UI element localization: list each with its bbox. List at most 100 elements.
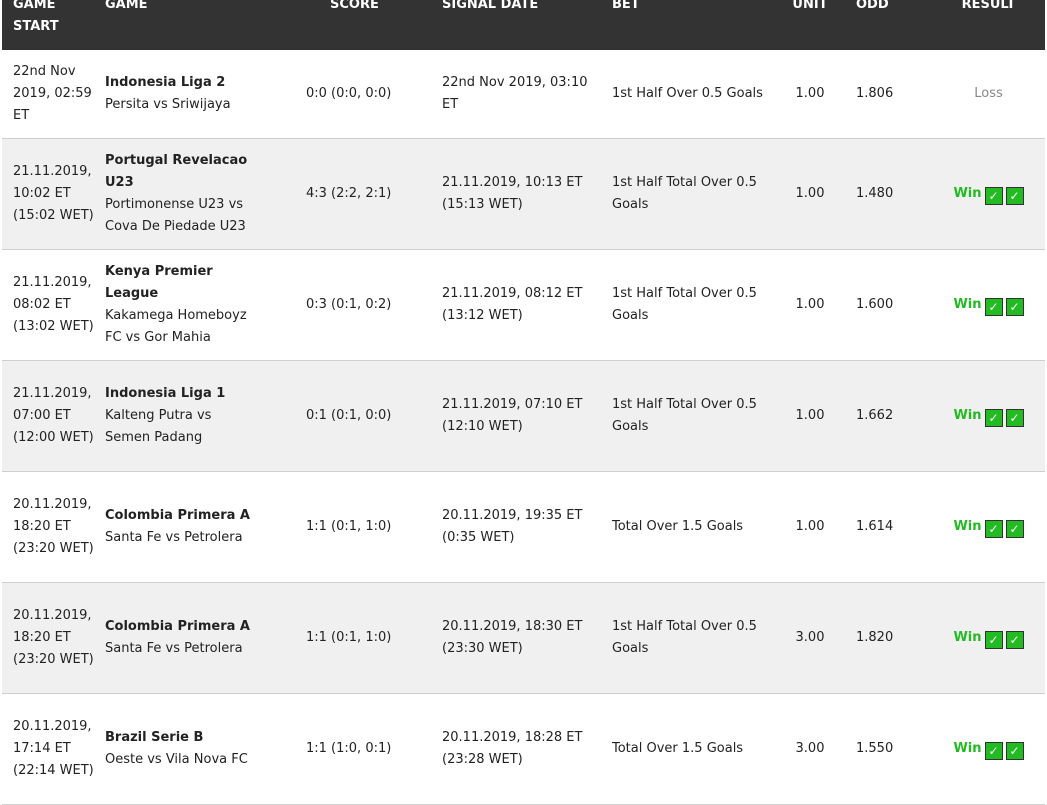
table-row: 20.11.2019, 17:14 ET (22:14 WET) Brazil … [2, 693, 1045, 805]
result-cell: Win ✓ ✓ [932, 249, 1045, 361]
unit: 1.00 [772, 471, 848, 583]
result-label: Win [953, 186, 982, 201]
check-icon: ✓ [1005, 298, 1024, 316]
league-name: Colombia Primera A [105, 619, 250, 634]
check-icon: ✓ [984, 520, 1003, 538]
result-label: Win [953, 408, 982, 423]
header-result[interactable]: RESULT [932, 0, 1045, 50]
unit: 1.00 [772, 50, 848, 139]
match-name: Kalteng Putra vs Semen Padang [105, 408, 212, 445]
match-name: Santa Fe vs Petrolera [105, 641, 243, 656]
bet: 1st Half Total Over 0.5 Goals [604, 138, 772, 250]
check-icon: ✓ [1005, 742, 1024, 760]
table-row: 21.11.2019, 07:00 ET (12:00 WET) Indones… [2, 360, 1045, 472]
game-start: 21.11.2019, 08:02 ET (13:02 WET) [2, 249, 97, 361]
score: 1:1 (1:0, 0:1) [297, 693, 434, 805]
league-name: Kenya Premier League [105, 264, 213, 301]
signal-date: 20.11.2019, 19:35 ET (0:35 WET) [434, 471, 604, 583]
header-signal-date[interactable]: SIGNAL DATE [434, 0, 604, 50]
game-start: 22nd Nov 2019, 02:59 ET [2, 50, 97, 139]
game-start: 21.11.2019, 10:02 ET (15:02 WET) [2, 138, 97, 250]
unit: 1.00 [772, 360, 848, 472]
result-label: Win [953, 630, 982, 645]
table-row: 21.11.2019, 10:02 ET (15:02 WET) Portuga… [2, 138, 1045, 250]
game-cell: Portugal Revelacao U23 Portimonense U23 v… [97, 138, 297, 250]
league-name: Portugal Revelacao U23 [105, 153, 248, 190]
bet: Total Over 1.5 Goals [604, 471, 772, 583]
odd: 1.806 [848, 50, 932, 139]
game-cell: Kenya Premier League Kakamega Homeboyz FC… [97, 249, 297, 361]
match-name: Santa Fe vs Petrolera [105, 530, 243, 545]
check-icon: ✓ [1005, 631, 1024, 649]
table-row: 20.11.2019, 18:20 ET (23:20 WET) Colombi… [2, 582, 1045, 694]
bet: 1st Half Total Over 0.5 Goals [604, 249, 772, 361]
bet: 1st Half Over 0.5 Goals [604, 50, 772, 139]
result-cell: Win ✓ ✓ [932, 360, 1045, 472]
result-label: Win [953, 519, 982, 534]
signal-date: 21.11.2019, 07:10 ET (12:10 WET) [434, 360, 604, 472]
odd: 1.600 [848, 249, 932, 361]
signal-date: 21.11.2019, 10:13 ET (15:13 WET) [434, 138, 604, 250]
bet: 1st Half Total Over 0.5 Goals [604, 360, 772, 472]
bet: Total Over 1.5 Goals [604, 693, 772, 805]
unit: 1.00 [772, 138, 848, 250]
header-game-start[interactable]: GAME START [2, 0, 97, 50]
check-icon: ✓ [984, 298, 1003, 316]
game-start: 20.11.2019, 18:20 ET (23:20 WET) [2, 582, 97, 694]
result-cell: Win ✓ ✓ [932, 693, 1045, 805]
header-bet[interactable]: BET [604, 0, 772, 50]
check-icon: ✓ [1005, 520, 1024, 538]
league-name: Indonesia Liga 2 [105, 75, 226, 90]
match-name: Portimonense U23 vs Cova De Piedade U23 [105, 197, 246, 234]
match-name: Kakamega Homeboyz FC vs Gor Mahia [105, 308, 247, 345]
odd: 1.550 [848, 693, 932, 805]
signal-date: 20.11.2019, 18:30 ET (23:30 WET) [434, 582, 604, 694]
game-cell: Colombia Primera A Santa Fe vs Petrolera [97, 582, 297, 694]
unit: 3.00 [772, 693, 848, 805]
signal-date: 20.11.2019, 18:28 ET (23:28 WET) [434, 693, 604, 805]
header-unit[interactable]: UNIT [772, 0, 848, 50]
unit: 3.00 [772, 582, 848, 694]
result-label: Win [953, 297, 982, 312]
game-cell: Indonesia Liga 1 Kalteng Putra vs Semen P… [97, 360, 297, 472]
header-score[interactable]: SCORE [297, 0, 434, 50]
odd: 1.820 [848, 582, 932, 694]
league-name: Brazil Serie B [105, 730, 204, 745]
score: 0:1 (0:1, 0:0) [297, 360, 434, 472]
check-icon: ✓ [984, 631, 1003, 649]
check-icon: ✓ [984, 187, 1003, 205]
score: 1:1 (0:1, 1:0) [297, 471, 434, 583]
bet: 1st Half Total Over 0.5 Goals [604, 582, 772, 694]
header-odd[interactable]: ODD [848, 0, 932, 50]
league-name: Colombia Primera A [105, 508, 250, 523]
result-cell: Win ✓ ✓ [932, 582, 1045, 694]
result-label: Loss [974, 86, 1003, 101]
unit: 1.00 [772, 249, 848, 361]
league-name: Indonesia Liga 1 [105, 386, 226, 401]
result-cell: Win ✓ ✓ [932, 471, 1045, 583]
score: 0:3 (0:1, 0:2) [297, 249, 434, 361]
table-row: 20.11.2019, 18:20 ET (23:20 WET) Colombi… [2, 471, 1045, 583]
header-game[interactable]: GAME [97, 0, 297, 50]
odd: 1.614 [848, 471, 932, 583]
odd: 1.662 [848, 360, 932, 472]
check-icon: ✓ [984, 409, 1003, 427]
score: 0:0 (0:0, 0:0) [297, 50, 434, 139]
check-icon: ✓ [1005, 409, 1024, 427]
signal-date: 22nd Nov 2019, 03:10 ET [434, 50, 604, 139]
result-cell: Win ✓ ✓ [932, 138, 1045, 250]
odd: 1.480 [848, 138, 932, 250]
score: 1:1 (0:1, 1:0) [297, 582, 434, 694]
table-header: GAME START GAME SCORE SIGNAL DATE BET UN… [2, 0, 1045, 50]
signal-date: 21.11.2019, 08:12 ET (13:12 WET) [434, 249, 604, 361]
check-icon: ✓ [984, 742, 1003, 760]
table-row: 22nd Nov 2019, 02:59 ET Indonesia Liga 2… [2, 50, 1045, 139]
score: 4:3 (2:2, 2:1) [297, 138, 434, 250]
check-icon: ✓ [1005, 187, 1024, 205]
game-start: 20.11.2019, 17:14 ET (22:14 WET) [2, 693, 97, 805]
game-cell: Indonesia Liga 2 Persita vs Sriwijaya [97, 50, 297, 139]
match-name: Persita vs Sriwijaya [105, 97, 231, 112]
result-label: Win [953, 741, 982, 756]
game-start: 21.11.2019, 07:00 ET (12:00 WET) [2, 360, 97, 472]
